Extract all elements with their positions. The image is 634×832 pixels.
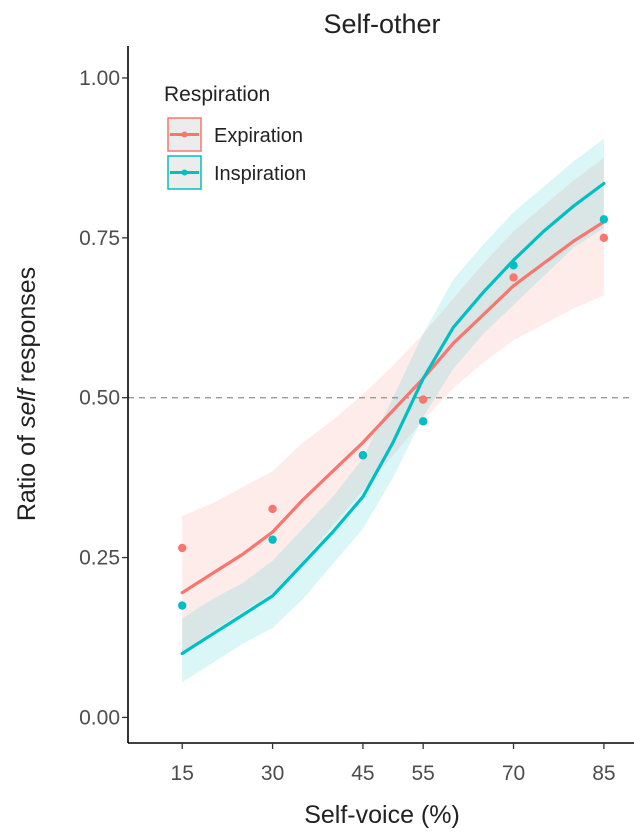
y-tick-label: 0.25 [79, 547, 120, 570]
data-point-expiration [268, 504, 277, 514]
fit-line-inspiration [180, 181, 606, 656]
data-point-expiration [509, 273, 518, 282]
y-tick-label: 0.50 [79, 387, 120, 410]
data-point-inspiration [599, 215, 609, 224]
legend-label-inspiration: Inspiration [214, 163, 306, 185]
plot-area [128, 138, 634, 683]
legend: Respiration Expiration Inspiration [164, 83, 306, 190]
x-tick-label: 15 [171, 762, 194, 785]
y-tick-label: 0.75 [79, 227, 120, 250]
data-point-inspiration [509, 261, 518, 270]
data-point-expiration [599, 233, 609, 243]
data-point-inspiration [268, 535, 277, 544]
y-tick-label: 1.00 [79, 67, 120, 90]
data-point-inspiration [178, 601, 187, 610]
legend-key-point-inspiration [181, 169, 188, 176]
data-point-expiration [178, 543, 187, 553]
ci-band-expiration [182, 157, 604, 654]
legend-item-expiration: Expiration [167, 117, 303, 152]
legend-item-inspiration: Inspiration [167, 155, 306, 190]
x-tick-label: 55 [411, 762, 434, 785]
x-tick-label: 45 [351, 762, 374, 785]
x-axis-ticks: 15 30 45 55 70 85 [171, 743, 616, 785]
y-axis-label-suffix: responses [13, 267, 41, 389]
x-axis-label: Self-voice (%) [304, 801, 460, 829]
y-axis-label-italic: self [13, 386, 41, 428]
x-tick-label: 70 [502, 762, 525, 785]
data-point-inspiration [418, 417, 428, 426]
fit-line-expiration [180, 220, 606, 595]
y-axis-ticks: 0.00 0.25 0.50 0.75 1.00 [79, 67, 128, 729]
x-tick-label: 85 [592, 762, 615, 785]
y-tick-label: 0.00 [79, 706, 120, 729]
chart-title: Self-other [323, 9, 440, 39]
data-point-inspiration [358, 451, 368, 460]
legend-title: Respiration [164, 83, 270, 106]
x-tick-label: 30 [261, 762, 284, 785]
y-axis-label: Ratio of self responses [13, 267, 41, 521]
legend-label-expiration: Expiration [214, 125, 303, 147]
legend-key-point-expiration [181, 131, 188, 138]
y-axis-label-prefix: Ratio of [13, 428, 41, 521]
data-point-expiration [418, 395, 428, 404]
